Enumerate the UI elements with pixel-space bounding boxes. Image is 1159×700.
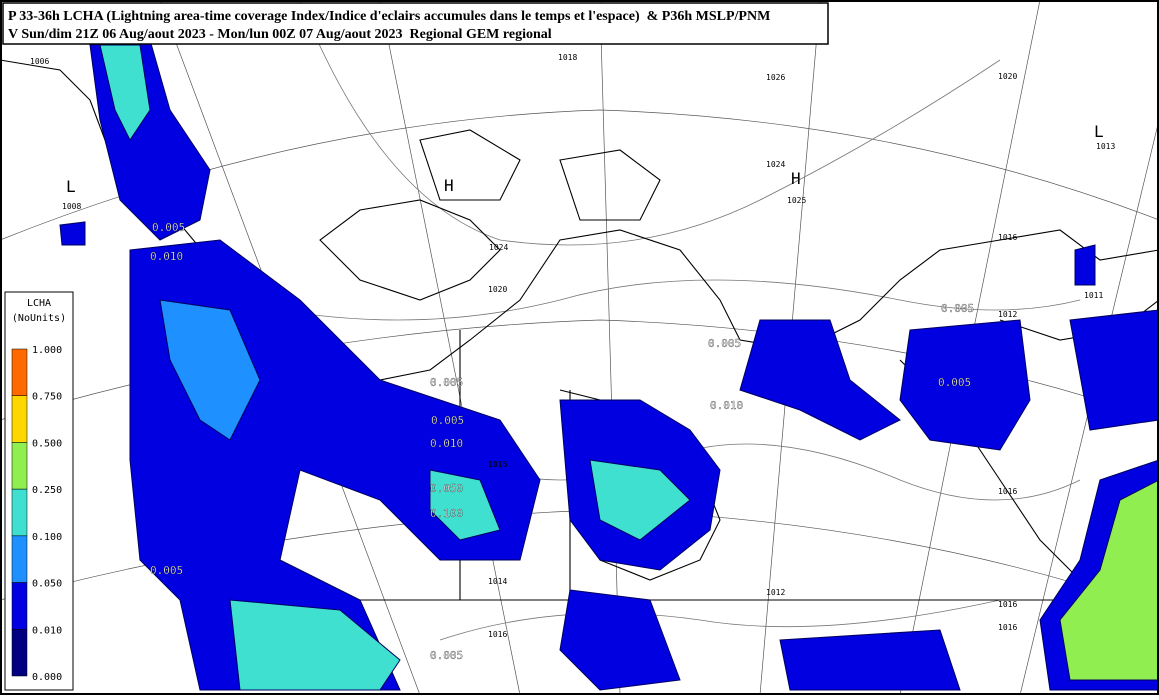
contour-label: 0.050 [430,482,463,495]
low-marker: L [1094,122,1104,141]
legend-swatch [11,348,28,396]
legend-swatch [11,629,28,677]
contour-label: 0.010 [150,250,183,263]
legend-label: 0.250 [32,485,62,496]
legend-label: 0.100 [32,532,62,543]
header-box [2,2,829,45]
pressure-label: 1008 [62,202,81,211]
contour-labels: 0.005 0.010 0.005 0.005 0.005 0.005 0.01… [150,221,974,662]
header-line-2: V Sun/dim 21Z 06 Aug/aout 2023 - Mon/lun… [8,27,552,42]
legend-swatch [11,395,28,443]
pressure-label: 1024 [489,243,508,252]
legend-label: 0.000 [32,672,62,683]
pressure-label: 1016 [998,623,1017,632]
pressure-label: 1012 [766,588,785,597]
legend-units: (NoUnits) [12,313,66,324]
legend-label: 0.050 [32,579,62,590]
low-marker: L [66,177,76,196]
contour-label: 0.005 [941,302,974,315]
contour-label: 0.005 [430,649,463,662]
legend-swatch [11,488,28,537]
high-marker: H [444,176,454,195]
contour-label: 0.005 [708,337,741,350]
legend-label: 1.000 [32,345,62,356]
pressure-label: 1011 [1084,291,1103,300]
contour-label: 0.010 [710,399,743,412]
pressure-label: 1016 [998,600,1017,609]
legend-title: LCHA [27,298,51,309]
pressure-label: 1016 [488,460,507,469]
pressure-label: 1016 [998,233,1017,242]
high-marker: H [791,169,801,188]
pressure-label: 1012 [998,310,1017,319]
legend-swatch [11,582,28,630]
pressure-labels: 1006 1018 1026 1020 1013 1008 1024 1025 … [30,53,1115,639]
pressure-label: 1016 [998,487,1017,496]
pressure-label: 1025 [787,196,806,205]
contour-label: 0.005 [938,376,971,389]
contour-label: 0.005 [150,564,183,577]
pressure-label: 1014 [488,577,507,586]
legend-label: 0.010 [32,625,62,636]
contour-label: 0.005 [431,414,464,427]
contour-label: 0.005 [152,221,185,234]
pressure-label: 1018 [558,53,577,62]
legend-label: 0.500 [32,438,62,449]
pressure-label: 1006 [30,57,49,66]
pressure-label: 1016 [488,630,507,639]
lcha-field [59,39,1159,691]
pressure-label: 1020 [488,285,507,294]
pressure-centres: H H L L [66,122,1104,196]
pressure-label: 1026 [766,73,785,82]
contour-label: 0.100 [430,507,463,520]
header-line-1: P 33-36h LCHA (Lightning area-time cover… [8,9,770,24]
legend-swatch [11,535,28,583]
legend-label: 0.750 [32,392,62,403]
legend-swatch [11,442,28,490]
pressure-label: 1013 [1096,142,1115,151]
pressure-label: 1020 [998,72,1017,81]
contour-label: 0.005 [430,376,463,389]
pressure-label: 1024 [766,160,785,169]
contour-label: 0.010 [430,437,463,450]
isobars [229,0,1081,641]
legend: LCHA (NoUnits) 1.000 0.750 0.500 0.250 0.100… [4,291,74,691]
